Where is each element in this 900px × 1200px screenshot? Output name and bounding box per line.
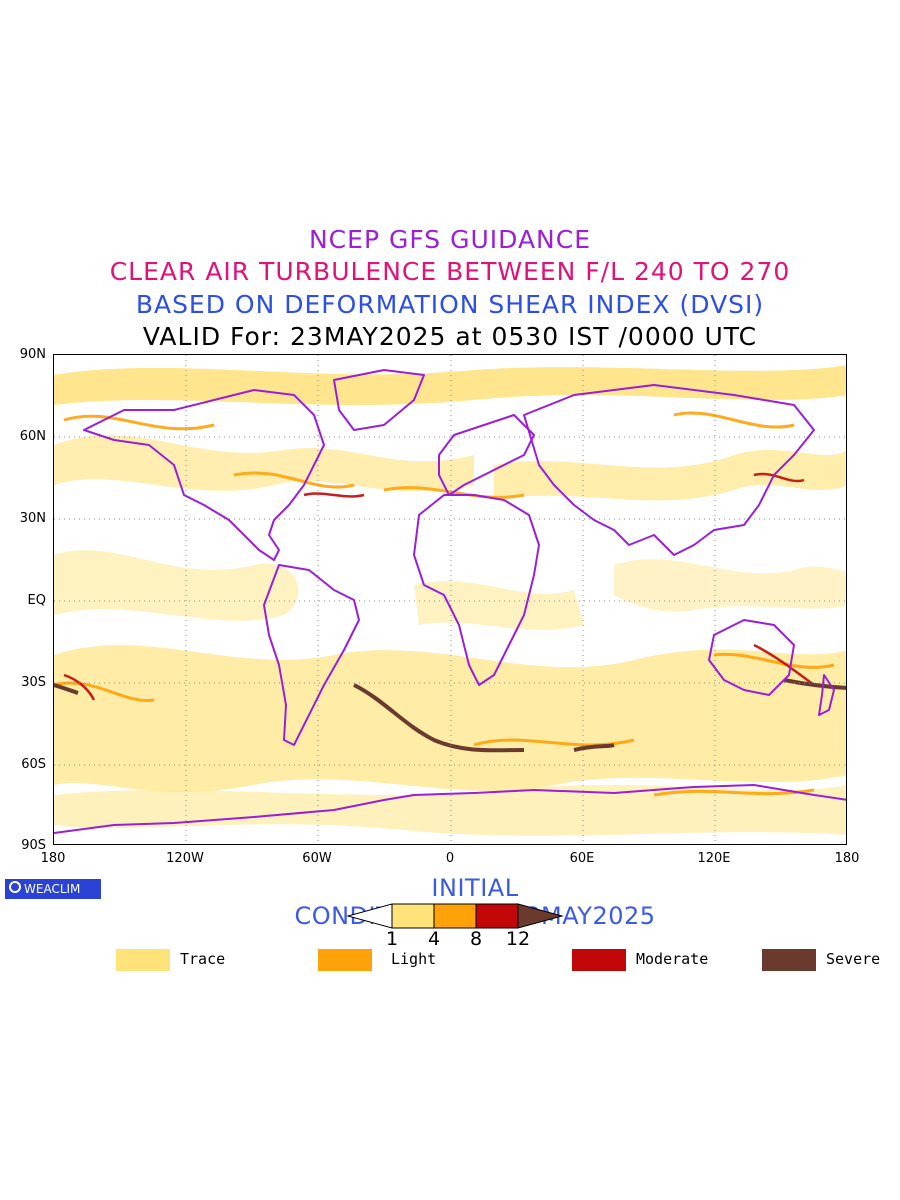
trace-turbulence-field — [54, 365, 846, 836]
turbulence-map — [53, 354, 847, 845]
lon-label-60e: 60E — [569, 851, 595, 866]
greenland-coast — [333, 369, 425, 431]
lon-label-0: 0 — [445, 851, 455, 866]
moderate-turbulence-streaks — [63, 472, 815, 701]
colorbar-tick-4: 4 — [427, 928, 441, 950]
colorbar-tick-1: 1 — [385, 928, 399, 950]
africa-coast — [413, 494, 540, 686]
legend-swatch-light — [318, 949, 372, 971]
title-line-1: NCEP GFS GUIDANCE — [308, 225, 591, 254]
map-canvas — [54, 355, 846, 844]
legend-swatch-trace — [116, 949, 170, 971]
legend-label-moderate: Moderate — [636, 950, 709, 968]
north-america-coast — [83, 389, 325, 561]
title-line-3: BASED ON DEFORMATION SHEAR INDEX (DVSI) — [135, 290, 765, 319]
legend-swatch-severe — [762, 949, 816, 971]
lat-label-60s: 60S — [21, 757, 46, 772]
lon-label-120e: 120E — [697, 851, 731, 866]
colorbar-below-1 — [346, 903, 393, 929]
colorbar-tick-8: 8 — [469, 928, 483, 950]
lon-label-180w: 180 — [40, 851, 66, 866]
lat-label-30n: 30N — [19, 511, 46, 526]
asia-coast — [523, 384, 815, 556]
colorbar-moderate — [475, 903, 519, 929]
new-zealand-coast — [818, 674, 835, 716]
lat-label-eq: EQ — [27, 593, 46, 608]
lat-label-90n: 90N — [19, 347, 46, 362]
colorbar — [346, 903, 564, 929]
legend-label-light: Light — [391, 950, 437, 968]
lat-label-30s: 30S — [21, 675, 46, 690]
logo-ring-icon — [9, 881, 21, 893]
coastlines — [54, 369, 846, 834]
antarctica-coast — [54, 784, 846, 834]
europe-coast — [438, 414, 535, 496]
logo-text: WEACLIM — [24, 882, 81, 896]
colorbar-light — [433, 903, 477, 929]
lat-label-90s: 90S — [21, 838, 46, 853]
weaclim-logo: WEACLIM — [5, 879, 101, 899]
title-line-2: CLEAR AIR TURBULENCE BETWEEN F/L 240 TO … — [109, 257, 791, 286]
lon-label-60w: 60W — [302, 851, 332, 866]
lon-label-180e: 180 — [834, 851, 860, 866]
lat-lon-grid — [54, 355, 846, 844]
legend-label-trace: Trace — [180, 950, 226, 968]
colorbar-severe — [517, 903, 564, 929]
legend-swatch-moderate — [572, 949, 626, 971]
south-america-coast — [263, 564, 360, 746]
legend-label-severe: Severe — [826, 950, 881, 968]
severe-turbulence-streaks — [54, 678, 846, 753]
colorbar-trace — [391, 903, 435, 929]
valid-time: VALID For: 23MAY2025 at 0530 IST /0000 U… — [142, 322, 758, 351]
lat-label-60n: 60N — [19, 429, 46, 444]
australia-coast — [708, 619, 795, 696]
lon-label-120w: 120W — [166, 851, 204, 866]
colorbar-tick-12: 12 — [505, 928, 531, 950]
